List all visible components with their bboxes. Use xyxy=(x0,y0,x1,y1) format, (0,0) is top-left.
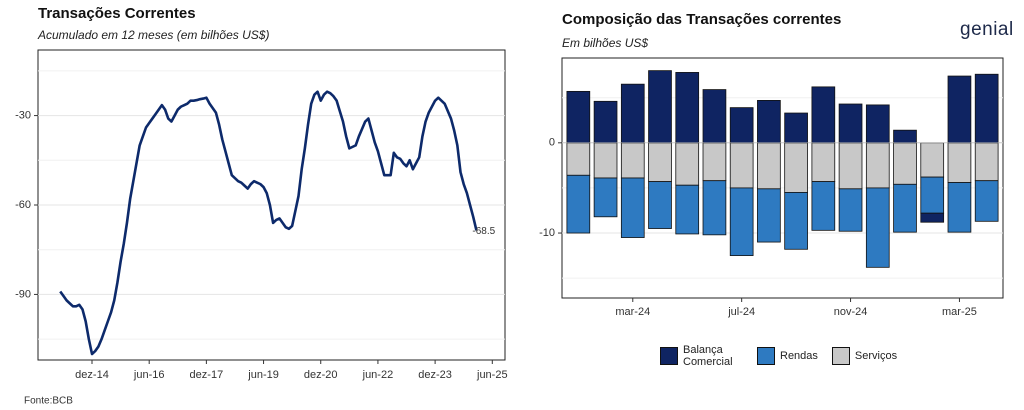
bar-segment xyxy=(593,177,618,218)
legend-label: Rendas xyxy=(780,350,818,362)
bar-segment xyxy=(757,142,781,190)
bar-segment xyxy=(974,73,999,144)
bar-segment xyxy=(811,86,836,144)
x-tick-label: dez-20 xyxy=(304,369,338,381)
bar-segment xyxy=(865,104,890,144)
x-tick-label: jun-16 xyxy=(133,369,165,381)
chart-subtitle: Acumulado em 12 meses (em bilhões US$) xyxy=(37,28,269,42)
line-series xyxy=(59,90,478,356)
bar-segment xyxy=(784,142,808,193)
bar-segment xyxy=(648,181,672,229)
x-tick-label: jun-22 xyxy=(362,369,394,381)
legend-item: Serviços xyxy=(831,347,898,365)
bar-segment xyxy=(620,177,645,238)
bar-segment xyxy=(702,142,727,182)
legend-label: Balança Comercial xyxy=(683,344,733,368)
legend-swatch xyxy=(660,347,678,365)
bar-segment xyxy=(784,192,808,250)
bar-segment xyxy=(784,112,808,144)
x-tick-label: dez-23 xyxy=(418,369,452,381)
bar-segment xyxy=(729,142,754,189)
legend: Balança Comercial Rendas Serviços xyxy=(660,344,897,368)
bar-segment xyxy=(947,142,972,183)
bar-segment xyxy=(838,103,863,144)
bar-segment xyxy=(648,70,672,144)
bar-segment xyxy=(974,180,999,222)
y-tick-label: -60 xyxy=(15,199,31,211)
bar-segment xyxy=(947,182,972,233)
legend-item: Rendas xyxy=(757,347,818,365)
bar-segment xyxy=(620,83,645,144)
bar-segment xyxy=(865,187,890,268)
bar-segment xyxy=(702,89,727,144)
data-label: -68.5 xyxy=(472,226,495,237)
bar-segment xyxy=(593,142,618,179)
bar-segment xyxy=(893,142,917,185)
bar-segment xyxy=(620,142,645,179)
bar-segment xyxy=(865,142,890,189)
legend-swatch xyxy=(831,347,850,365)
x-tick-label: jun-19 xyxy=(247,369,279,381)
bar-segment xyxy=(920,212,945,223)
x-tick-label: jun-25 xyxy=(476,369,508,381)
x-tick-label: mar-24 xyxy=(615,306,650,318)
x-tick-label: dez-17 xyxy=(190,369,224,381)
bar-segment xyxy=(566,174,591,234)
legend-swatch xyxy=(757,347,775,365)
legend-item: Balança Comercial xyxy=(660,344,743,368)
bar-segment xyxy=(757,100,781,144)
chart-subtitle: Em bilhões US$ xyxy=(562,36,648,50)
brand-logo: genial xyxy=(960,19,1014,40)
y-tick-label: -30 xyxy=(15,109,31,121)
bar-segment xyxy=(974,142,999,182)
bar-segment xyxy=(675,184,700,235)
bar-segment xyxy=(811,181,836,231)
bar-segment xyxy=(757,188,781,243)
bar-segment xyxy=(811,142,836,183)
x-tick-label: nov-24 xyxy=(834,306,868,318)
bar-segment xyxy=(838,188,863,232)
x-tick-label: mar-25 xyxy=(942,306,977,318)
bar-segment xyxy=(566,90,591,144)
bar-segment xyxy=(675,72,700,144)
bar-segment xyxy=(566,142,591,176)
bar-segment xyxy=(893,183,917,233)
x-tick-label: dez-14 xyxy=(75,369,109,381)
plot-frame xyxy=(561,57,1004,299)
y-tick-label: 0 xyxy=(549,137,555,149)
y-tick-label: -10 xyxy=(539,227,555,239)
bar-segment xyxy=(729,187,754,256)
legend-label: Serviços xyxy=(854,350,898,362)
bar-segment xyxy=(675,142,700,186)
chart-title: Composição das Transações correntes xyxy=(562,11,841,28)
bar-segment xyxy=(838,142,863,190)
chart-title: Transações Correntes xyxy=(38,5,196,22)
y-tick-label: -90 xyxy=(15,288,31,300)
bar-segment xyxy=(893,129,917,144)
bar-segment xyxy=(702,180,727,236)
bar-segment xyxy=(648,142,672,183)
source: Fonte:BCB xyxy=(24,396,73,407)
bar-segment xyxy=(920,142,945,178)
bar-segment xyxy=(593,100,618,144)
bar-segment xyxy=(729,107,754,144)
bar-segment xyxy=(947,75,972,144)
x-tick-label: jul-24 xyxy=(727,306,755,318)
bar-segment xyxy=(920,176,945,214)
